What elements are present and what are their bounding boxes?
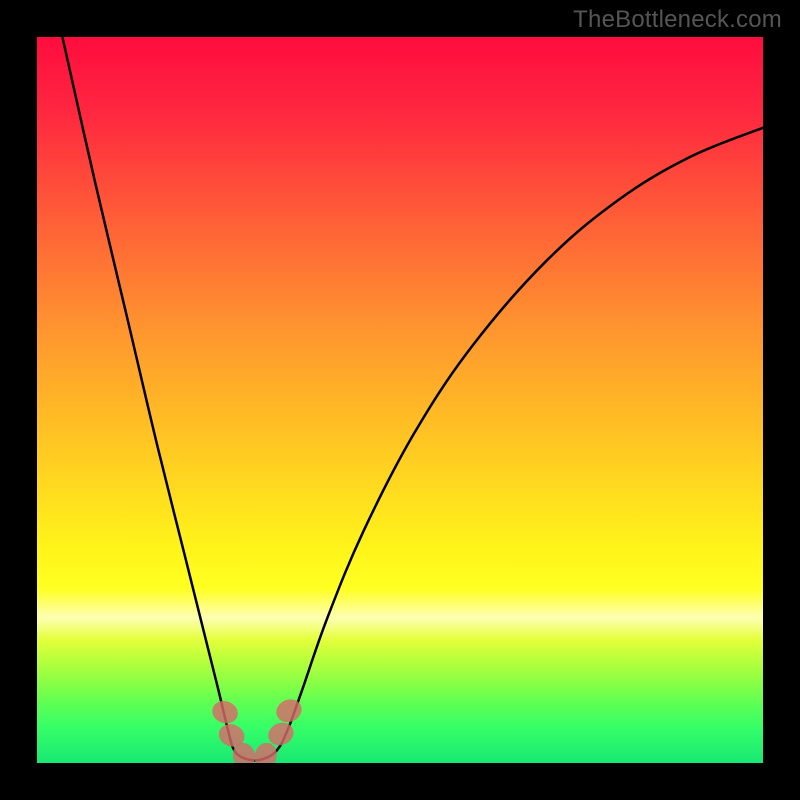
- chart-container: TheBottleneck.com: [0, 0, 800, 800]
- plot-svg: [37, 37, 763, 763]
- plot-area: [37, 37, 763, 763]
- watermark-text: TheBottleneck.com: [573, 6, 782, 34]
